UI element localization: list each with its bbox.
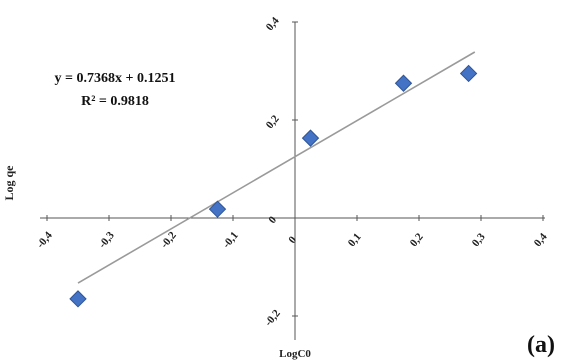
- x-tick-label: 0: [286, 234, 299, 246]
- x-tick-label: 0,3: [470, 231, 488, 250]
- x-tick-label: -0,1: [221, 230, 241, 251]
- x-tick-label: -0,2: [159, 229, 180, 250]
- panel-label: (a): [527, 332, 555, 358]
- y-tick-label: 0,2: [264, 113, 282, 132]
- data-point-marker: [459, 64, 478, 83]
- y-ticks: -0,2 0 0,2 0,4: [263, 15, 298, 329]
- data-point-marker: [394, 74, 413, 92]
- data-point-marker: [69, 290, 87, 308]
- y-tick-label: 0,4: [264, 15, 282, 34]
- x-tick-label: -0,4: [35, 229, 56, 250]
- x-axis-title: LogC0: [279, 348, 311, 360]
- x-tick-label: 0,4: [532, 231, 550, 250]
- x-tick-label: 0,2: [408, 231, 426, 250]
- data-point-marker: [301, 129, 320, 147]
- trendline: [77, 51, 476, 284]
- x-tick-label: -0,3: [97, 229, 118, 250]
- r-squared-label: R² = 0.9818: [81, 94, 149, 109]
- x-tick-label: 0,1: [346, 231, 364, 249]
- y-axis-title: Log qe: [2, 165, 16, 201]
- data-points: [69, 64, 478, 308]
- x-ticks: -0,4 -0,3 -0,2 -0,1 0 0,1 0,2 0,3 0,4: [35, 215, 550, 251]
- data-point-marker: [208, 200, 227, 218]
- y-tick-label: -0,2: [263, 307, 284, 328]
- y-tick-label: 0: [266, 214, 279, 226]
- equation-label: y = 0.7368x + 0.1251: [55, 71, 176, 86]
